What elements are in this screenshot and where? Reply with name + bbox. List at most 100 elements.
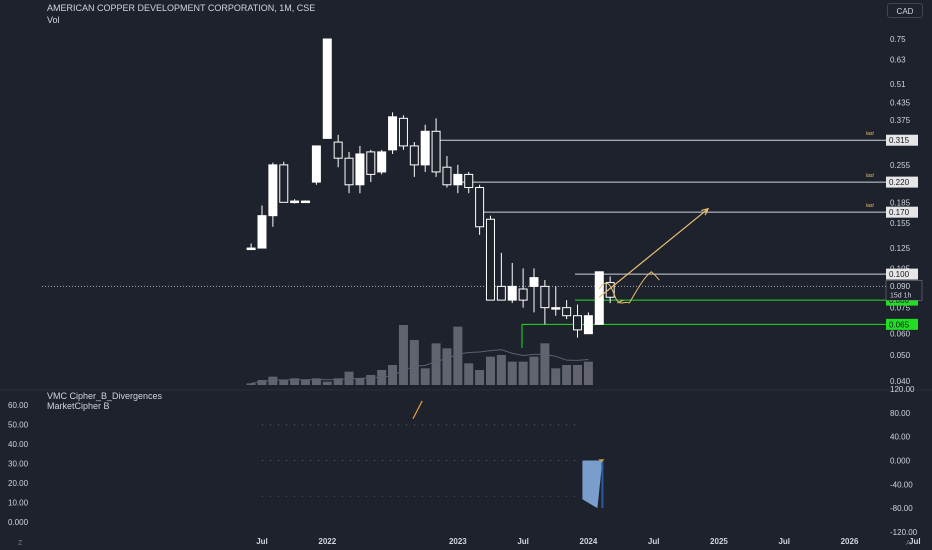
candle-body: [518, 288, 528, 301]
level-tag: last: [866, 173, 874, 179]
level-price-label: 0.315: [889, 136, 910, 145]
x-tick-label: 2026: [841, 537, 859, 546]
projection-wave-2: [617, 271, 660, 304]
candle-body: [420, 130, 430, 166]
candle-body: [431, 130, 441, 173]
y-tick-label: 0.075: [890, 304, 911, 313]
level-price-label: 0.220: [889, 178, 910, 187]
candle-body: [562, 307, 572, 317]
y-tick-label: 0.75: [890, 35, 906, 44]
current-price-value: 0.090: [890, 282, 911, 291]
candle-body: [453, 173, 463, 186]
x-tick-label: 2024: [580, 537, 598, 546]
volume-bar: [279, 380, 289, 385]
corner-label-a: A: [906, 540, 911, 547]
volume-bar: [322, 381, 332, 385]
level-price-label: 0.170: [889, 208, 910, 217]
level-price-badge: [886, 268, 918, 280]
x-tick-label: Jul: [256, 537, 268, 546]
candle-body: [485, 218, 495, 301]
money-flow-area: [582, 460, 603, 509]
left-axis-label: 50.00: [8, 421, 29, 430]
candle-body: [377, 151, 387, 173]
candle-body: [246, 247, 256, 251]
projection-wave: [598, 282, 630, 304]
right-axis-label: 0.000: [890, 457, 911, 466]
volume-bar: [398, 325, 408, 385]
x-tick-label: 2022: [318, 537, 336, 546]
y-tick-label: 0.435: [890, 99, 911, 108]
candle-body: [279, 164, 289, 203]
indicator-label: VMC Cipher_B_Divergences: [47, 391, 163, 401]
volume-bar: [333, 378, 343, 385]
candle-body: [507, 285, 517, 301]
left-axis-label: 40.00: [8, 440, 29, 449]
projection-arrow-head: [701, 207, 710, 216]
candle-body: [311, 145, 321, 183]
signal-triangle: [598, 459, 605, 463]
y-tick-label: 0.155: [890, 219, 911, 228]
candle-body: [583, 315, 593, 335]
right-axis-label: -120.00: [890, 528, 918, 537]
y-tick-label: 0.060: [890, 330, 911, 339]
x-tick-label: 2025: [710, 537, 728, 546]
volume-bar: [496, 355, 506, 385]
candle-body: [409, 145, 419, 166]
x-tick-label: Jul: [517, 537, 529, 546]
volume-bar: [518, 361, 528, 385]
candle-body: [268, 164, 278, 217]
volume-bar: [573, 365, 583, 385]
candle-body: [496, 285, 506, 301]
x-tick-label: Jul: [909, 537, 921, 546]
volume-bar: [475, 370, 485, 385]
left-axis-label: 60.00: [8, 401, 29, 410]
volume-bar: [301, 380, 311, 385]
level-price-label: 0.065: [889, 320, 910, 329]
level-price-label: 0.100: [889, 270, 910, 279]
candle-body: [322, 38, 332, 139]
x-tick-label: 2023: [449, 537, 467, 546]
volume-ma-line: [251, 349, 589, 384]
x-tick-label: Jul: [778, 537, 790, 546]
right-axis-label: 80.00: [890, 409, 911, 418]
y-tick-label: 0.050: [890, 351, 911, 360]
volume-bar: [257, 380, 267, 385]
candle-body: [355, 153, 365, 186]
volume-bar: [246, 383, 256, 385]
candle-body: [398, 117, 408, 147]
left-axis-label: 0.000: [8, 518, 29, 527]
volume-bar: [311, 378, 321, 385]
candle-body: [290, 200, 300, 204]
y-tick-label: 0.63: [890, 55, 906, 64]
right-axis-label: -80.00: [890, 504, 913, 513]
volume-bar: [540, 343, 550, 385]
candle-body: [475, 187, 485, 228]
volume-bar: [388, 365, 398, 385]
corner-label-z: Z: [18, 540, 23, 547]
level-price-badge: [886, 134, 918, 146]
cipher-line-lead: [412, 400, 423, 420]
projection-arrow-line: [598, 208, 709, 298]
volume-bar: [562, 365, 572, 385]
level-tag: last: [866, 131, 874, 137]
candle-body: [605, 282, 615, 298]
left-axis-label: 30.00: [8, 460, 29, 469]
candle-body: [540, 285, 550, 309]
current-price-badge: [885, 280, 923, 301]
candle-body: [301, 200, 311, 204]
right-axis-label: -40.00: [890, 480, 913, 489]
candle-body: [442, 166, 452, 186]
volume-label: Vol: [47, 15, 60, 25]
chart-title: AMERICAN COPPER DEVELOPMENT CORPORATION,…: [47, 3, 316, 13]
level-price-badge: [886, 176, 918, 188]
candle-body: [344, 157, 354, 186]
currency-button[interactable]: CAD: [887, 3, 923, 18]
volume-bar: [485, 356, 495, 385]
y-tick-label: 0.375: [890, 116, 911, 125]
candle-body: [464, 173, 474, 189]
y-tick-label: 0.040: [890, 377, 911, 386]
volume-bar: [431, 343, 441, 385]
level-price-badge: [886, 206, 918, 218]
right-axis-label: 120.00: [890, 385, 915, 394]
